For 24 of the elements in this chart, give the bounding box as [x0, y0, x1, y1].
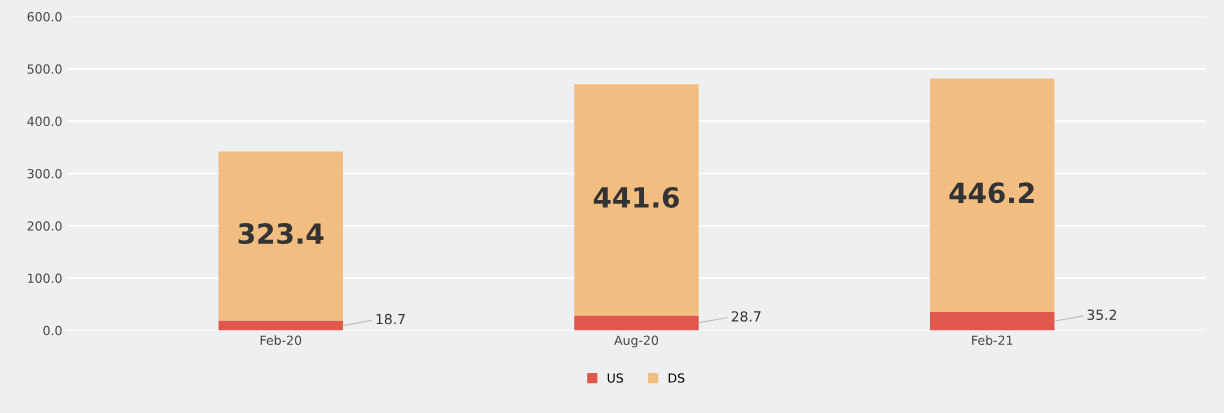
- bar: [929, 311, 1055, 331]
- y-tick-label: 600.0: [27, 11, 62, 22]
- data-label: 323.4: [238, 223, 324, 245]
- data-label: 18.7: [376, 313, 405, 325]
- legend-label: DS: [668, 373, 685, 383]
- data-label: 441.6: [593, 186, 679, 208]
- y-tick-label: 300.0: [27, 168, 62, 179]
- bar: [574, 84, 699, 316]
- bar: [218, 320, 344, 331]
- data-label: 28.7: [731, 311, 761, 322]
- y-tick-label: 400.0: [27, 116, 62, 127]
- y-tick-label: 200.0: [27, 221, 62, 231]
- bar: [218, 151, 344, 321]
- y-tick-label: 100.0: [28, 273, 62, 284]
- y-tick-label: 500.0: [27, 64, 62, 74]
- bar: [929, 78, 1055, 312]
- data-label: 446.2: [949, 182, 1034, 204]
- data-label: 35.2: [1087, 309, 1117, 320]
- y-tick-label: 0.0: [43, 325, 62, 336]
- bar: [574, 315, 699, 331]
- legend-label: US: [607, 373, 624, 383]
- x-tick-label: Aug-20: [614, 335, 659, 348]
- x-tick-label: Feb-21: [972, 335, 1013, 345]
- x-tick-label: Feb-20: [260, 335, 302, 345]
